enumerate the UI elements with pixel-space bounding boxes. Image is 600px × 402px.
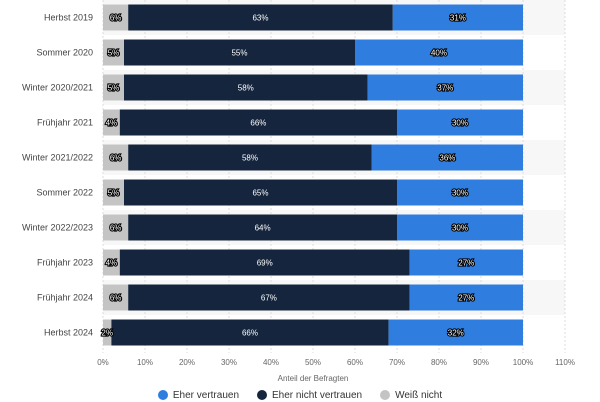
data-label-eher-nicht-vertrauen: 64% bbox=[255, 224, 271, 233]
bar-eher-vertrauen bbox=[397, 109, 523, 136]
bar-eher-nicht-vertrauen bbox=[119, 249, 410, 276]
bar-eher-nicht-vertrauen bbox=[128, 4, 393, 31]
bar-eher-vertrauen bbox=[409, 284, 523, 311]
data-label-eher-nicht-vertrauen: 58% bbox=[238, 84, 254, 93]
bar-eher-nicht-vertrauen bbox=[128, 284, 410, 311]
data-label-weiss-nicht: 5% bbox=[108, 189, 120, 198]
bar-weiss-nicht bbox=[103, 4, 129, 31]
category-label-sommer-2020: Sommer 2020 bbox=[36, 48, 93, 58]
data-label-eher-nicht-vertrauen: 55% bbox=[231, 49, 247, 58]
x-tick-label: 40% bbox=[263, 358, 279, 367]
data-label-eher-nicht-vertrauen: 65% bbox=[252, 189, 268, 198]
bar-weiss-nicht bbox=[103, 39, 124, 66]
data-label-eher-vertrauen: 31% bbox=[450, 14, 466, 23]
labels-layer: 6% 63% 31% 5% 55% 40% 5% 58% 37% 4% 66% 30% 6% 58% 36%… bbox=[100, 12, 475, 338]
x-tick-label: 0% bbox=[97, 358, 109, 367]
bar-eher-vertrauen bbox=[409, 249, 523, 276]
data-label-weiss-nicht: 6% bbox=[110, 14, 122, 23]
bar-weiss-nicht bbox=[103, 284, 129, 311]
bar-eher-nicht-vertrauen bbox=[119, 109, 398, 136]
category-label-fruehjahr-2021: Frühjahr 2021 bbox=[37, 118, 93, 128]
x-tick-label: 20% bbox=[179, 358, 195, 367]
legend-label: Weiß nicht bbox=[395, 389, 443, 401]
data-label-weiss-nicht: 2% bbox=[101, 329, 113, 338]
legend-item-eher-vertrauen[interactable]: Eher vertrauen bbox=[157, 388, 240, 402]
data-label-eher-nicht-vertrauen: 66% bbox=[250, 119, 266, 128]
data-label-eher-vertrauen: 30% bbox=[452, 189, 468, 198]
bar-weiss-nicht bbox=[103, 109, 120, 136]
bar-weiss-nicht bbox=[103, 214, 129, 241]
category-label-winter-2020-2021: Winter 2020/2021 bbox=[22, 83, 93, 93]
legend-label: Eher nicht vertrauen bbox=[272, 389, 363, 401]
data-label-weiss-nicht: 6% bbox=[110, 154, 122, 163]
data-label-eher-nicht-vertrauen: 58% bbox=[242, 154, 258, 163]
bar-weiss-nicht bbox=[103, 144, 129, 171]
data-label-eher-nicht-vertrauen: 63% bbox=[252, 14, 268, 23]
category-label-sommer-2022: Sommer 2022 bbox=[36, 188, 93, 198]
x-tick-label: 50% bbox=[305, 358, 321, 367]
bar-eher-nicht-vertrauen bbox=[124, 74, 368, 101]
category-label-fruehjahr-2024: Frühjahr 2024 bbox=[37, 293, 93, 303]
data-label-weiss-nicht: 4% bbox=[106, 259, 118, 268]
chart-legend: Eher vertrauen Eher nicht vertrauen Weiß n… bbox=[0, 388, 600, 402]
bar-weiss-nicht bbox=[103, 319, 112, 346]
data-label-eher-vertrauen: 27% bbox=[458, 259, 474, 268]
x-tick-label: 70% bbox=[389, 358, 405, 367]
data-label-eher-nicht-vertrauen: 67% bbox=[261, 294, 277, 303]
data-label-eher-vertrauen: 37% bbox=[437, 84, 453, 93]
bar-eher-nicht-vertrauen bbox=[124, 39, 355, 66]
x-tick-label: 10% bbox=[137, 358, 153, 367]
bar-eher-vertrauen bbox=[388, 319, 523, 346]
bar-weiss-nicht bbox=[103, 179, 124, 206]
x-tick-label: 80% bbox=[431, 358, 447, 367]
data-label-eher-vertrauen: 27% bbox=[458, 294, 474, 303]
x-tick-label: 90% bbox=[473, 358, 489, 367]
data-label-eher-vertrauen: 36% bbox=[439, 154, 455, 163]
x-tick-label: 60% bbox=[347, 358, 363, 367]
category-label-winter-2021-2022: Winter 2021/2022 bbox=[22, 153, 93, 163]
data-label-eher-vertrauen: 30% bbox=[452, 224, 468, 233]
bar-eher-nicht-vertrauen bbox=[128, 144, 372, 171]
category-label-fruehjahr-2023: Frühjahr 2023 bbox=[37, 258, 93, 268]
x-tick-label: 100% bbox=[513, 358, 533, 367]
data-label-eher-nicht-vertrauen: 66% bbox=[242, 329, 258, 338]
category-label-herbst-2019: Herbst 2019 bbox=[44, 13, 93, 23]
data-label-weiss-nicht: 6% bbox=[110, 224, 122, 233]
bar-eher-vertrauen bbox=[397, 179, 523, 206]
data-label-weiss-nicht: 6% bbox=[110, 294, 122, 303]
data-label-eher-vertrauen: 32% bbox=[448, 329, 464, 338]
data-label-weiss-nicht: 4% bbox=[106, 119, 118, 128]
x-tick-label: 110% bbox=[555, 358, 575, 367]
axis-layer: 0% 10% 20% 30% 40% 50% 60% 70% 80% 90% 100% 110% Her… bbox=[22, 13, 575, 368]
legend-marker bbox=[380, 390, 391, 400]
data-label-eher-vertrauen: 30% bbox=[452, 119, 468, 128]
bar-eher-vertrauen bbox=[355, 39, 523, 66]
data-label-weiss-nicht: 5% bbox=[108, 84, 120, 93]
x-tick-label: 30% bbox=[221, 358, 237, 367]
bar-eher-nicht-vertrauen bbox=[128, 214, 397, 241]
bar-eher-nicht-vertrauen bbox=[124, 179, 397, 206]
legend-item-eher-nicht-vertrauen[interactable]: Eher nicht vertrauen bbox=[257, 388, 362, 402]
category-label-winter-2022-2023: Winter 2022/2023 bbox=[22, 223, 93, 233]
bar-eher-vertrauen bbox=[371, 144, 523, 171]
legend-item-weiss-nicht[interactable]: Weiß nicht bbox=[380, 388, 442, 402]
bars-layer bbox=[103, 4, 523, 346]
category-label-herbst-2024: Herbst 2024 bbox=[44, 328, 93, 338]
bar-weiss-nicht bbox=[103, 74, 124, 101]
bar-eher-vertrauen bbox=[397, 214, 523, 241]
legend-label: Eher vertrauen bbox=[172, 389, 240, 401]
legend-marker bbox=[157, 390, 168, 400]
data-label-eher-vertrauen: 40% bbox=[431, 49, 447, 58]
bar-eher-vertrauen bbox=[392, 4, 523, 31]
x-axis-title: Anteil der Befragten bbox=[278, 374, 349, 383]
data-label-weiss-nicht: 5% bbox=[108, 49, 120, 58]
bar-eher-vertrauen bbox=[367, 74, 523, 101]
data-label-eher-nicht-vertrauen: 69% bbox=[257, 259, 273, 268]
bar-eher-nicht-vertrauen bbox=[111, 319, 389, 346]
bar-weiss-nicht bbox=[103, 249, 120, 276]
legend-marker bbox=[257, 390, 268, 400]
